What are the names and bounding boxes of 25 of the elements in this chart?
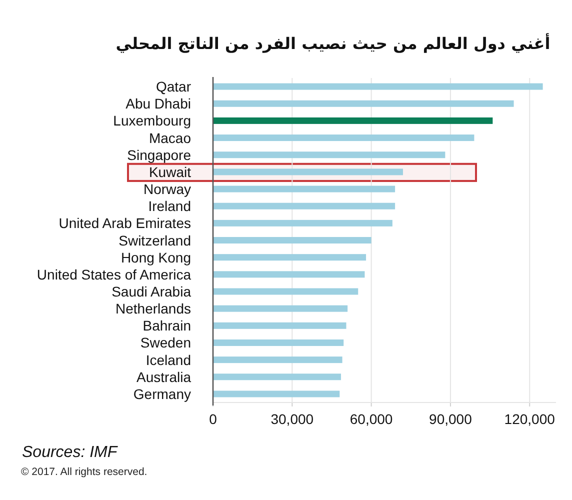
- y-tick-label: Luxembourg: [113, 112, 191, 129]
- y-tick-label: Netherlands: [116, 300, 191, 317]
- y-tick-label: United States of America: [36, 266, 192, 282]
- y-tick-label: Australia: [136, 368, 192, 385]
- x-tick-label: 90,000: [429, 411, 472, 427]
- y-tick-label: Kuwait: [148, 164, 192, 180]
- x-tick-label: 0: [209, 411, 218, 427]
- y-tick-label: Norway: [144, 181, 191, 198]
- x-tick-label: 30,000: [270, 411, 314, 427]
- y-tick-label: Switzerland: [118, 232, 191, 248]
- y-tick-label: Germany: [133, 386, 191, 402]
- y-tick-label: Hong Kong: [120, 249, 191, 266]
- y-tick-label: United Arab Emirates: [58, 215, 191, 232]
- y-tick-label: Iceland: [146, 352, 191, 368]
- y-tick-label: Bahrain: [142, 318, 191, 334]
- y-tick-label: Abu Dhabi: [126, 96, 191, 112]
- y-tick-label: Macao: [148, 130, 192, 146]
- x-tick-label: 120,000: [504, 411, 556, 427]
- y-tick-label: Sweden: [140, 334, 191, 351]
- y-tick-label: Ireland: [148, 198, 191, 214]
- title: أغني دول العالم من حيث نصيب الفرد من الناتج المحلي: [116, 34, 550, 53]
- y-tick-label: Qatar: [156, 78, 192, 95]
- y-tick-label: Saudi Arabia: [112, 283, 192, 300]
- x-tick-label: 60,000: [350, 411, 393, 427]
- y-tick-label: Singapore: [127, 146, 192, 163]
